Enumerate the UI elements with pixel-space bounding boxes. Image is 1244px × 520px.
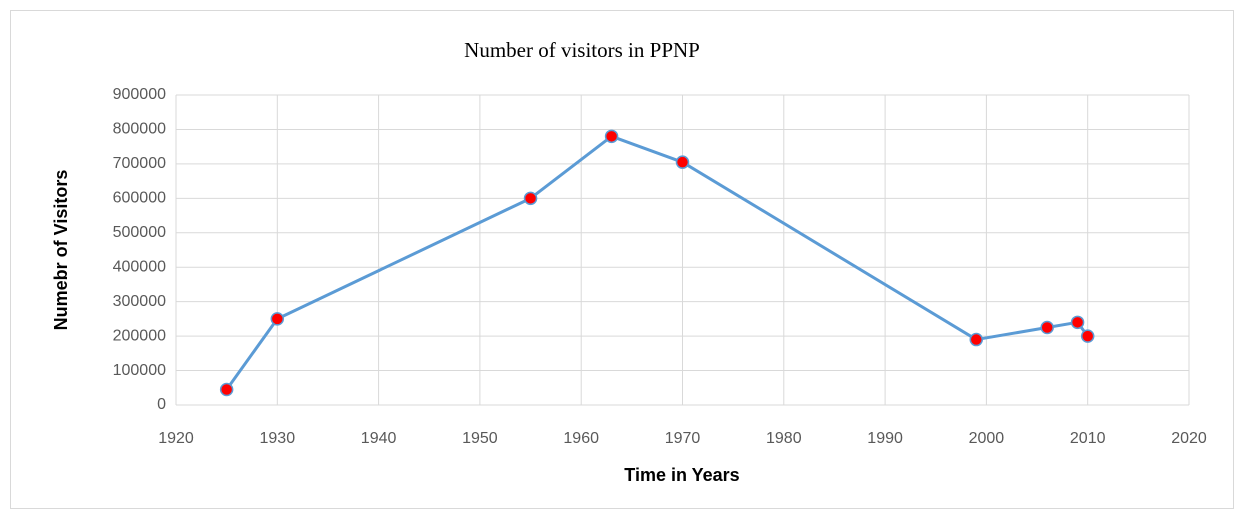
y-tick-label: 300000 bbox=[113, 293, 166, 310]
x-tick-label: 1960 bbox=[563, 430, 599, 447]
y-tick-label: 900000 bbox=[113, 86, 166, 103]
x-tick-label: 2020 bbox=[1171, 430, 1207, 447]
y-tick-label: 500000 bbox=[113, 224, 166, 241]
y-tick-label: 400000 bbox=[113, 258, 166, 275]
data-point bbox=[1040, 320, 1054, 335]
y-tick-label: 800000 bbox=[113, 121, 166, 138]
data-point bbox=[1080, 329, 1095, 343]
x-tick-label: 1930 bbox=[260, 430, 296, 447]
x-tick-label: 1920 bbox=[158, 430, 194, 447]
x-tick-label: 2010 bbox=[1070, 430, 1106, 447]
y-tick-label: 600000 bbox=[113, 190, 166, 207]
data-point bbox=[270, 312, 285, 326]
data-point bbox=[969, 332, 984, 347]
data-point bbox=[219, 382, 234, 397]
data-point bbox=[675, 155, 690, 169]
y-tick-label: 100000 bbox=[113, 362, 166, 379]
data-point bbox=[604, 129, 619, 144]
x-tick-label: 1940 bbox=[361, 430, 397, 447]
y-tick-label: 700000 bbox=[113, 155, 166, 172]
x-tick-label: 1970 bbox=[665, 430, 701, 447]
chart-frame bbox=[10, 10, 1234, 509]
x-tick-label: 1990 bbox=[867, 430, 903, 447]
x-tick-label: 1950 bbox=[462, 430, 498, 447]
data-point bbox=[1070, 315, 1085, 330]
chart-title: Number of visitors in PPNP bbox=[464, 38, 700, 62]
y-tick-label: 200000 bbox=[113, 327, 166, 344]
x-axis-label: Time in Years bbox=[624, 465, 739, 485]
x-tick-label: 1980 bbox=[766, 430, 802, 447]
y-tick-label: 0 bbox=[157, 396, 166, 413]
x-tick-label: 2000 bbox=[969, 430, 1005, 447]
y-axis-label: Numebr of Visitors bbox=[51, 170, 71, 331]
data-point bbox=[523, 191, 538, 206]
